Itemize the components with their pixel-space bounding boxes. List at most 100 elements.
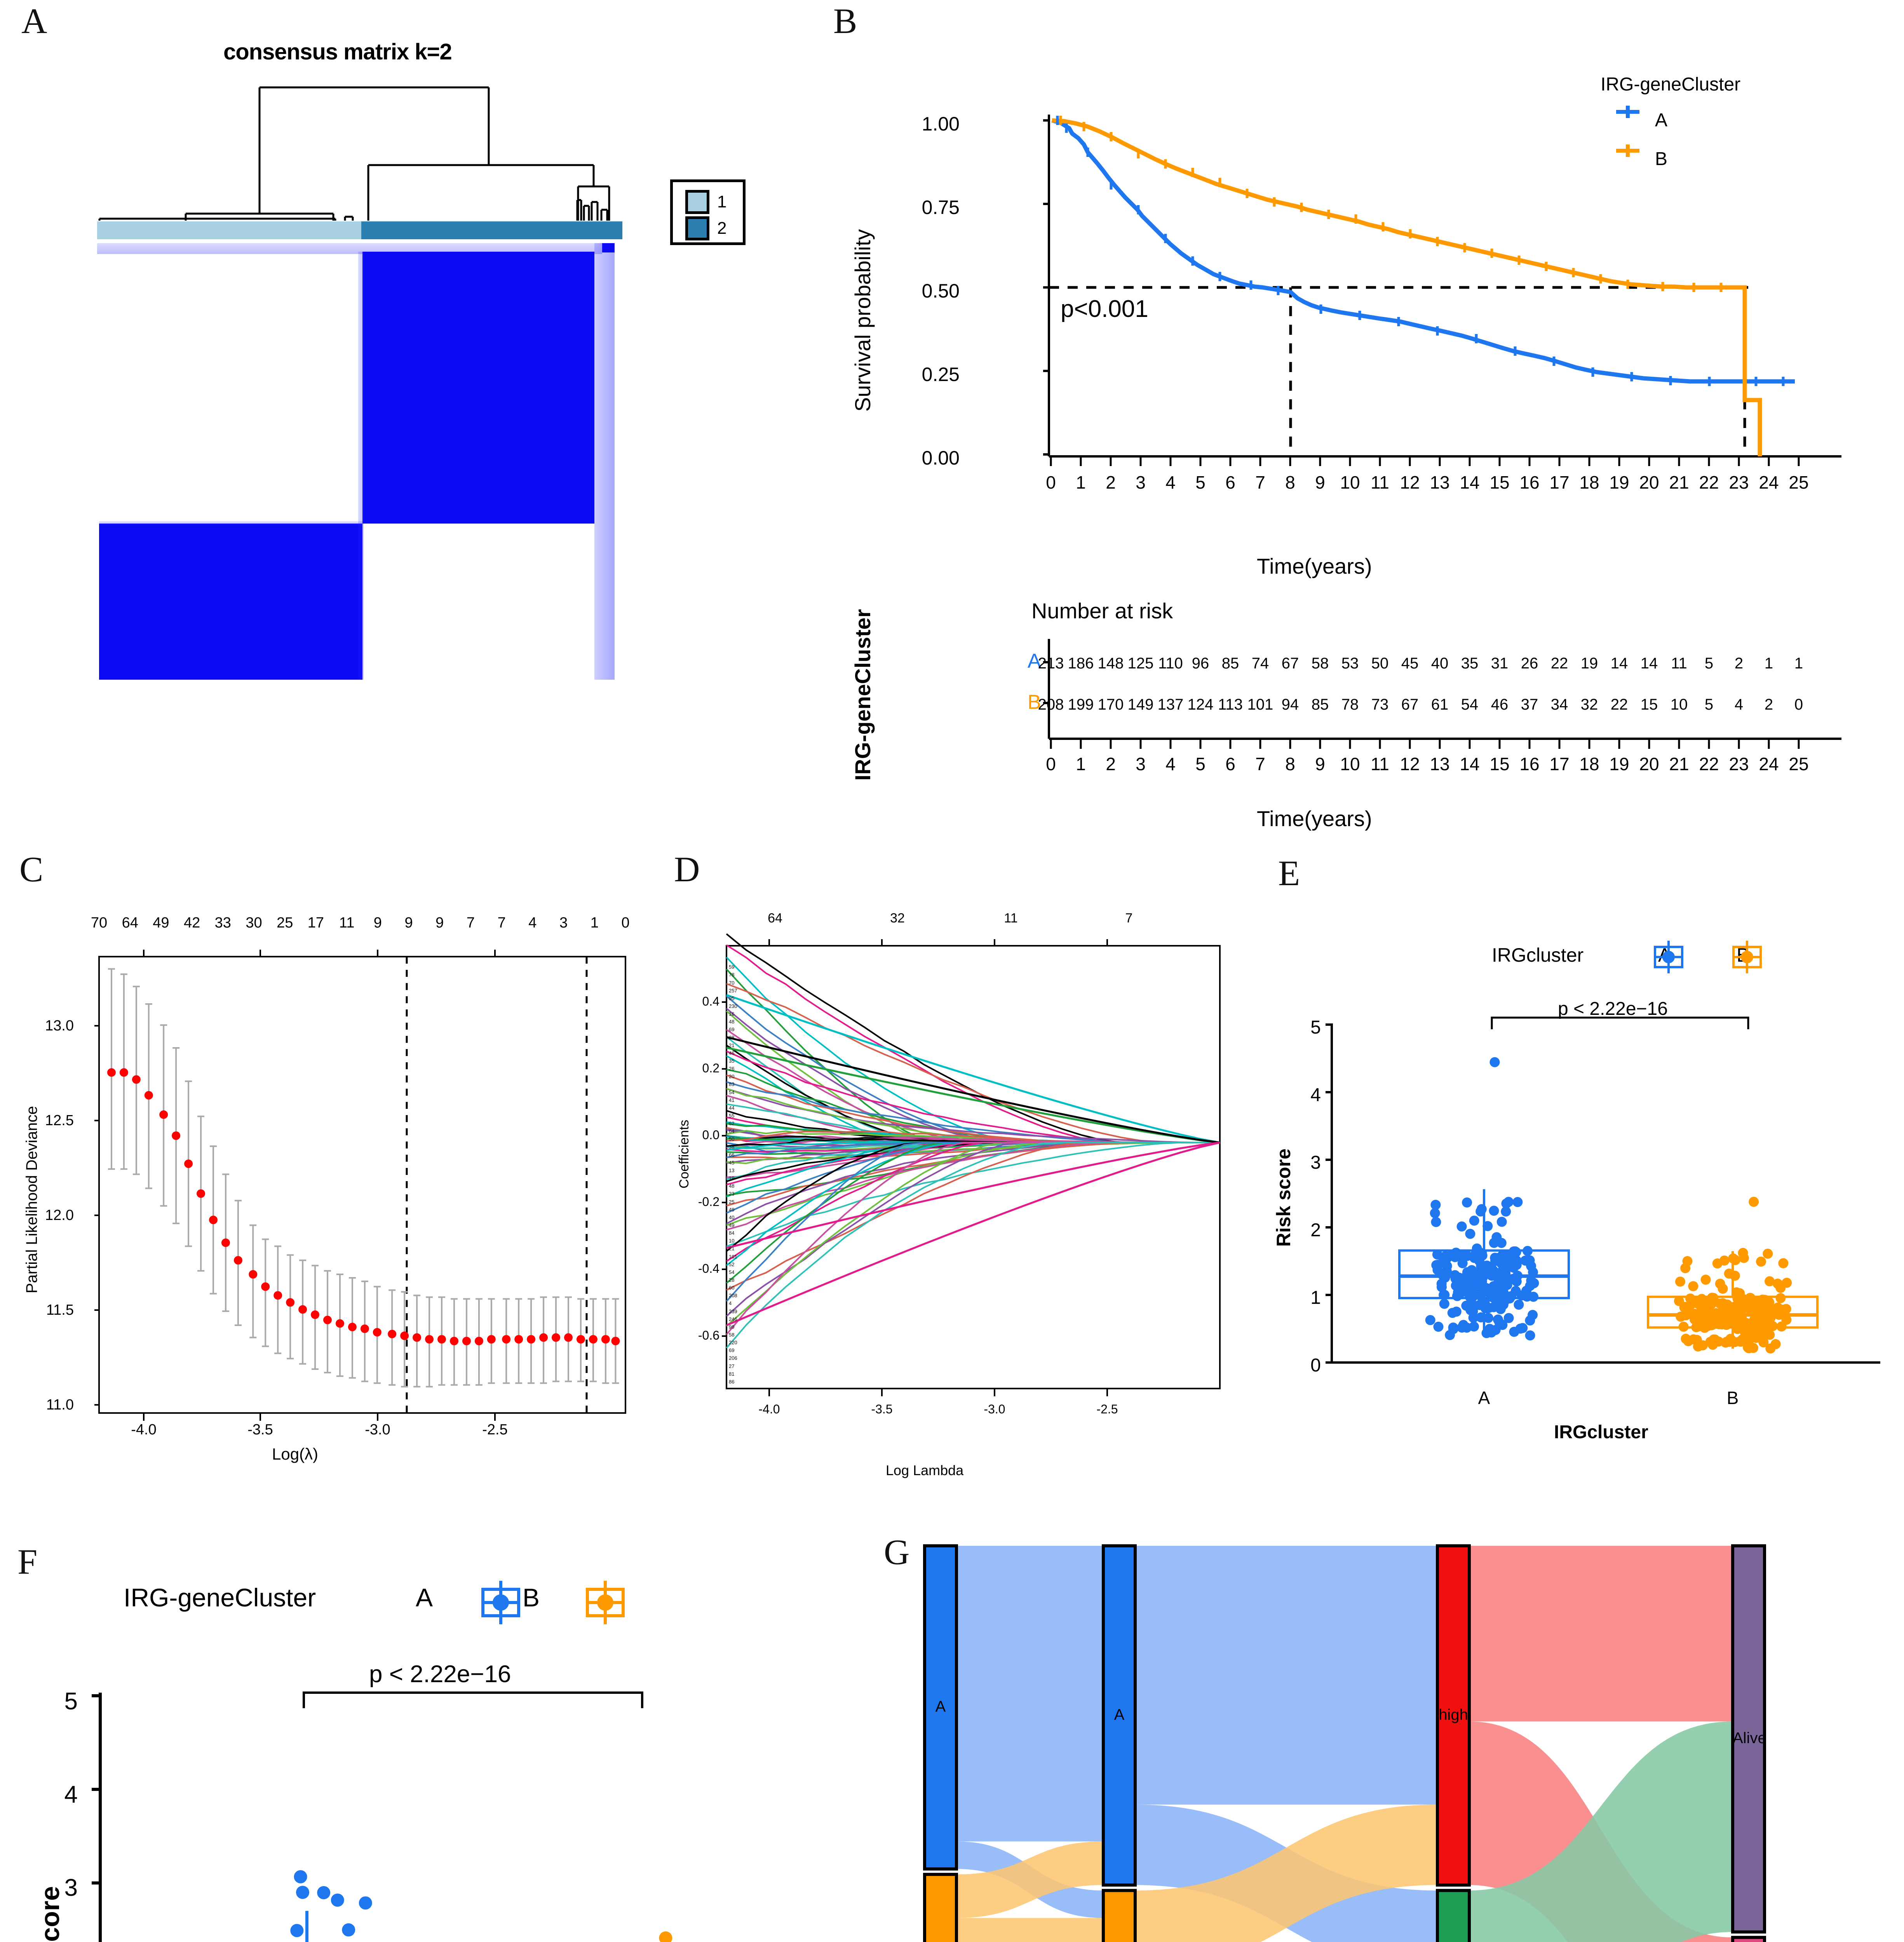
- b-xtick-14: 14: [1460, 472, 1480, 492]
- sankey-node-irgcluster-a: A: [935, 1698, 946, 1715]
- d-gene-label-21: 64: [729, 1128, 735, 1135]
- e-ytick-0: 0: [1310, 1355, 1321, 1376]
- risk-count-b-t21: 10: [1670, 696, 1688, 713]
- risk-xtick-2: 2: [1106, 754, 1116, 774]
- c-topaxis-15: 3: [559, 915, 568, 931]
- panel-c-x-axis-label: Log(λ): [272, 1445, 319, 1463]
- b-xtick-0: 0: [1046, 472, 1056, 492]
- panel-label-g: G: [884, 1532, 910, 1572]
- panel-g-sankey: G ABABhighlowAliveDead IRGcluster IRG-ge…: [855, 1507, 1904, 1942]
- d-ytick--0-6: -0.6: [698, 1328, 719, 1342]
- risk-xtick-8: 8: [1285, 754, 1295, 774]
- sankey-node-irg-genecluster-a: A: [1114, 1706, 1125, 1723]
- b-xtick-4: 4: [1165, 472, 1176, 492]
- risk-xtick-21: 21: [1669, 754, 1689, 774]
- f-ytick-4: 4: [64, 1781, 78, 1808]
- y-tick-0-00: 0.00: [922, 447, 960, 469]
- d-gene-label-32: 40: [729, 1214, 735, 1220]
- risk-xtick-25: 25: [1789, 754, 1809, 774]
- risk-count-a-t3: 125: [1127, 655, 1154, 672]
- d-gene-label-43: 4: [729, 1300, 732, 1307]
- f-ytick-3: 3: [64, 1874, 78, 1901]
- d-xtick--2-5: -2.5: [1096, 1402, 1118, 1416]
- b-xtick-17: 17: [1549, 472, 1570, 492]
- risk-count-b-t18: 32: [1580, 696, 1598, 713]
- d-gene-label-3: 257: [729, 987, 737, 994]
- risk-xtick-0: 0: [1046, 754, 1056, 774]
- d-gene-label-46: 99: [729, 1324, 735, 1330]
- c-topaxis-2: 49: [153, 915, 169, 931]
- risk-count-a-t22: 5: [1704, 655, 1714, 672]
- risk-xtick-23: 23: [1729, 754, 1749, 774]
- panel-e-risk-by-irgcluster: E IRGcluster A B p < 2.22e−16 Risk score…: [1243, 847, 1904, 1507]
- legend-label-cluster1: 1: [717, 192, 727, 211]
- d-gene-label-26: 13: [729, 1168, 735, 1174]
- risk-xtick-19: 19: [1609, 754, 1629, 774]
- b-xtick-19: 19: [1609, 472, 1629, 492]
- risk-count-a-t2: 148: [1097, 655, 1124, 672]
- risk-count-a-t7: 74: [1251, 655, 1269, 672]
- c-topaxis-8: 11: [339, 915, 355, 931]
- b-xtick-10: 10: [1340, 472, 1360, 492]
- risk-count-a-t1: 186: [1068, 655, 1094, 672]
- legend-swatch-cluster2: [685, 216, 709, 240]
- risk-xtick-24: 24: [1759, 754, 1779, 774]
- c-topaxis-9: 9: [373, 915, 382, 931]
- d-gene-label-41: 60: [729, 1285, 735, 1291]
- d-topaxis-32: 32: [890, 911, 905, 926]
- risk-count-a-t16: 26: [1521, 655, 1538, 672]
- risk-xtick-6: 6: [1225, 754, 1235, 774]
- risk-count-a-t17: 22: [1550, 655, 1568, 672]
- b-xtick-25: 25: [1789, 472, 1809, 492]
- panel-d-lasso-path: D Coefficients Log Lambda 64 32 11 7 0.4…: [653, 847, 1243, 1507]
- risk-xtick-11: 11: [1371, 754, 1389, 774]
- risk-count-a-t13: 40: [1431, 655, 1449, 672]
- d-xtick--4-0: -4.0: [758, 1402, 780, 1416]
- d-gene-label-33: 49: [729, 1222, 735, 1229]
- panel-label-c: C: [19, 849, 44, 889]
- c-xtick--4-0: -4.0: [131, 1422, 157, 1438]
- d-gene-label-9: 28: [729, 1034, 735, 1041]
- risk-count-b-t6: 113: [1218, 696, 1243, 713]
- risk-xtick-18: 18: [1579, 754, 1599, 774]
- d-topaxis-11: 11: [1004, 911, 1018, 926]
- risk-count-b-t19: 22: [1610, 696, 1628, 713]
- d-gene-label-19: 55: [729, 1113, 735, 1119]
- panel-f-pvalue: p < 2.22e−16: [369, 1661, 511, 1688]
- panel-c-lasso-cv: C Partial Likelihood Deviance Log(λ) 70 6…: [0, 847, 653, 1507]
- risk-count-b-t10: 78: [1341, 696, 1359, 713]
- d-xtick--3-5: -3.5: [871, 1402, 893, 1416]
- risk-count-a-t10: 53: [1341, 655, 1359, 672]
- risk-xtick-3: 3: [1136, 754, 1146, 774]
- risk-count-b-t16: 37: [1521, 696, 1538, 713]
- d-gene-label-37: 101: [729, 1253, 737, 1260]
- risk-xtick-17: 17: [1549, 754, 1570, 774]
- c-topaxis-3: 42: [183, 915, 200, 931]
- cluster-annotation-bar-2: [361, 221, 622, 239]
- d-gene-label-22: 50: [729, 1136, 735, 1142]
- risk-row-label-b: B: [1028, 691, 1041, 713]
- d-gene-label-51: 27: [729, 1363, 735, 1369]
- d-gene-label-13: 26: [729, 1066, 735, 1072]
- panel-label-f: F: [17, 1542, 38, 1582]
- risk-xtick-1: 1: [1076, 754, 1086, 774]
- b-xtick-13: 13: [1430, 472, 1450, 492]
- d-gene-label-35: 10: [729, 1238, 735, 1244]
- d-gene-label-12: 35: [729, 1058, 735, 1064]
- panel-label-d: D: [674, 849, 700, 889]
- d-ytick-0-0: 0.0: [702, 1128, 719, 1142]
- y-tick-0-50: 0.50: [922, 280, 960, 302]
- d-gene-label-47: 58: [729, 1332, 735, 1338]
- d-gene-label-48: 220: [729, 1340, 737, 1346]
- panel-b-legend-label-a: A: [1655, 110, 1668, 131]
- panel-label-e: E: [1278, 853, 1300, 893]
- panel-e-x-axis-label: IRGcluster: [1554, 1422, 1648, 1443]
- b-xtick-12: 12: [1400, 472, 1420, 492]
- y-tick-0-75: 0.75: [922, 197, 960, 218]
- risk-row-label-a: A: [1028, 650, 1041, 672]
- risk-count-b-t5: 124: [1187, 696, 1214, 713]
- risk-count-b-t23: 4: [1734, 696, 1744, 713]
- b-xtick-21: 21: [1669, 472, 1689, 492]
- b-xtick-2: 2: [1106, 472, 1116, 492]
- risk-count-a-t15: 31: [1491, 655, 1509, 672]
